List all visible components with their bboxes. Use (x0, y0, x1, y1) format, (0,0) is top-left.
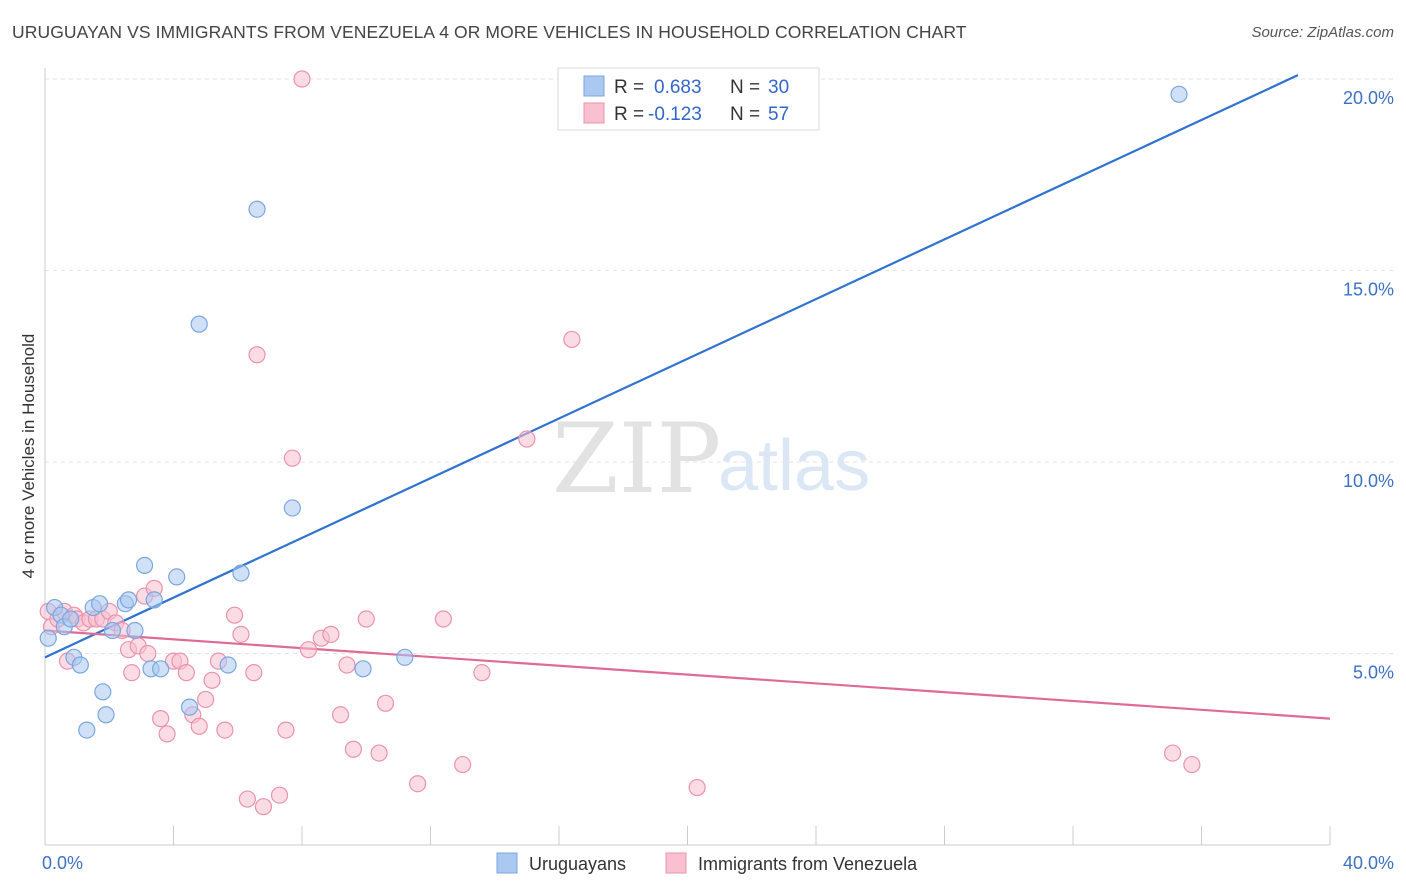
point-venezuela (563, 330, 581, 349)
series-uruguayans-points (39, 85, 1188, 739)
stats-legend-swatch-uruguayans (583, 75, 605, 97)
point-venezuela (139, 644, 157, 663)
series-legend: Uruguayans Immigrants from Venezuela (496, 852, 918, 874)
point-uruguayans (248, 200, 266, 218)
point-uruguayans (126, 621, 144, 640)
point-venezuela (370, 744, 388, 762)
point-venezuela (123, 664, 141, 682)
watermark: ZIP atlas (552, 403, 870, 515)
y-tick-label: 10.0% (1343, 471, 1394, 491)
series-venezuela-points (39, 70, 1201, 816)
stats-legend-r-label-2: R = (614, 104, 644, 125)
x-ticks (44, 826, 1331, 845)
stats-legend-r-label-1: R = (614, 77, 644, 98)
source-label: Source: ZipAtlas.com (1251, 24, 1394, 41)
x-tick-label-max: 40.0% (1343, 853, 1394, 873)
point-venezuela (254, 798, 273, 816)
y-tick-labels: 5.0% 10.0% 15.0% 20.0% (1343, 88, 1394, 683)
point-venezuela (190, 717, 208, 735)
point-uruguayans (103, 621, 122, 640)
point-venezuela (232, 625, 250, 643)
point-uruguayans (232, 564, 250, 582)
x-tick-label-min: 0.0% (42, 853, 83, 873)
point-venezuela (322, 625, 340, 643)
point-uruguayans (152, 660, 170, 678)
point-venezuela (283, 449, 301, 467)
point-venezuela (434, 610, 452, 628)
trend-line-uruguayans (44, 74, 1299, 659)
y-tick-label: 15.0% (1343, 280, 1394, 300)
stats-legend-swatch-venezuela (583, 102, 605, 124)
stats-legend-n-label-2: N = (730, 104, 760, 125)
point-uruguayans (97, 706, 115, 724)
y-axis-label: 4 or more Vehicles in Household (19, 334, 38, 579)
point-venezuela (518, 430, 536, 448)
point-venezuela (277, 721, 295, 739)
point-venezuela (688, 778, 706, 797)
point-venezuela (1183, 755, 1201, 774)
point-uruguayans (71, 656, 89, 674)
stats-legend-r-value-2: -0.123 (648, 104, 702, 125)
point-venezuela (270, 786, 289, 804)
point-venezuela (1163, 744, 1182, 762)
stats-legend-n-value-1: 30 (768, 77, 789, 98)
watermark-atlas: atlas (718, 426, 870, 506)
point-uruguayans (39, 629, 57, 647)
point-uruguayans (168, 568, 186, 586)
series-legend-swatch-uruguayans (496, 852, 518, 874)
point-venezuela (152, 710, 170, 728)
trend-lines (44, 74, 1331, 720)
point-uruguayans (62, 610, 80, 628)
point-venezuela (225, 606, 244, 624)
point-uruguayans (1170, 85, 1188, 103)
series-legend-label-uruguayans: Uruguayans (529, 854, 626, 874)
point-venezuela (409, 775, 427, 793)
point-venezuela (454, 755, 472, 774)
point-venezuela (331, 706, 350, 724)
stats-legend-n-value-2: 57 (768, 104, 789, 125)
point-uruguayans (94, 683, 112, 701)
point-venezuela (248, 346, 266, 364)
point-venezuela (216, 721, 234, 739)
point-venezuela (158, 725, 176, 743)
point-venezuela (299, 641, 318, 659)
point-uruguayans (283, 499, 301, 517)
watermark-zip: ZIP (552, 403, 721, 515)
point-venezuela (293, 70, 311, 88)
point-uruguayans (91, 595, 109, 613)
point-venezuela (473, 664, 491, 682)
point-uruguayans (354, 660, 372, 678)
point-uruguayans (396, 648, 414, 666)
y-tick-label: 20.0% (1343, 88, 1394, 108)
point-venezuela (203, 671, 221, 689)
point-uruguayans (145, 591, 163, 609)
point-venezuela (338, 656, 356, 674)
point-uruguayans (135, 556, 154, 575)
point-uruguayans (119, 591, 138, 609)
point-venezuela (238, 790, 256, 808)
point-venezuela (197, 690, 215, 709)
trend-line-venezuela (44, 629, 1331, 720)
point-venezuela (245, 664, 263, 682)
series-legend-swatch-venezuela (665, 852, 687, 874)
stats-legend-n-label-1: N = (730, 77, 760, 98)
stats-legend-r-value-1: 0.683 (654, 77, 702, 98)
point-uruguayans (180, 698, 199, 716)
point-uruguayans (219, 656, 237, 674)
series-legend-label-venezuela: Immigrants from Venezuela (698, 854, 918, 874)
point-uruguayans (190, 315, 208, 333)
stats-legend: R = 0.683 N = 30 R = -0.123 N = 57 (557, 67, 820, 131)
point-venezuela (357, 610, 375, 628)
point-venezuela (376, 694, 395, 712)
point-venezuela (177, 664, 195, 682)
point-venezuela (344, 740, 362, 758)
y-tick-label: 5.0% (1353, 663, 1394, 683)
chart-title: URUGUAYAN VS IMMIGRANTS FROM VENEZUELA 4… (12, 22, 967, 42)
point-uruguayans (78, 721, 96, 739)
